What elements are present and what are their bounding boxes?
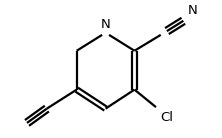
Text: Cl: Cl [161,111,174,124]
Text: N: N [188,4,198,17]
Text: N: N [101,18,111,31]
